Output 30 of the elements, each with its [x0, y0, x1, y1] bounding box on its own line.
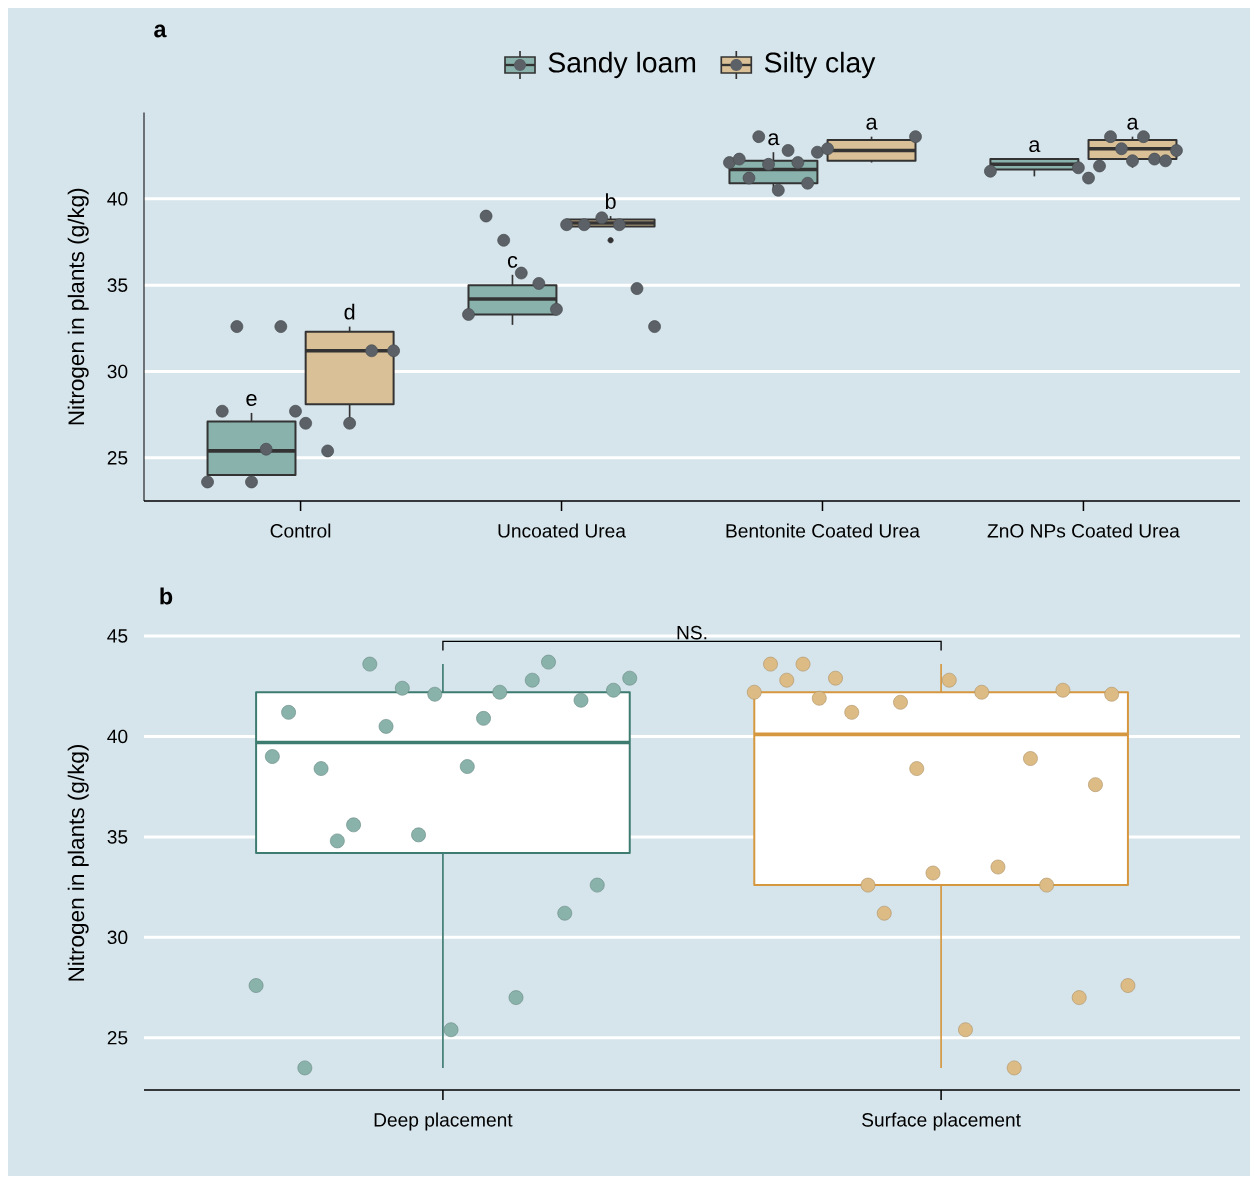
- annotation: e: [246, 394, 257, 406]
- y-tick-label: 25: [107, 1030, 128, 1045]
- x-tick-label: Bentonite Coated Urea: [726, 523, 920, 538]
- y-tick-label: 25: [107, 451, 128, 465]
- chart-title: b: [160, 587, 173, 605]
- y-tick-label: 35: [107, 830, 128, 844]
- y-axis-title: Nitrogen in plants (g/kg): [67, 188, 89, 425]
- y-tick-label: 45: [107, 629, 128, 643]
- annotation: a: [768, 133, 780, 146]
- legend-label: Sandy loam: [548, 51, 696, 79]
- y-tick-label: 40: [107, 192, 128, 206]
- annotation: a: [866, 117, 878, 130]
- annotation: a: [1127, 117, 1139, 130]
- annotation: d: [344, 303, 355, 320]
- x-tick-label: ZnO NPs Coated Urea: [987, 523, 1180, 538]
- y-tick-label: 30: [107, 930, 128, 945]
- x-tick-label: Control: [270, 523, 331, 538]
- y-tick-label: 40: [107, 729, 128, 744]
- annotation: c: [507, 255, 518, 268]
- x-tick-label: Deep placement: [374, 1112, 513, 1131]
- chart-title: a: [154, 24, 167, 38]
- annotation: b: [605, 193, 616, 210]
- annotation: a: [1029, 140, 1041, 153]
- x-tick-label: Uncoated Urea: [498, 523, 626, 538]
- y-axis-title: Nitrogen in plants (g/kg): [67, 745, 89, 981]
- legend-label: Silty clay: [764, 51, 876, 79]
- annotation: NS.: [677, 625, 707, 640]
- y-tick-label: 30: [107, 364, 128, 379]
- x-tick-label: Surface placement: [862, 1112, 1021, 1131]
- y-tick-label: 35: [107, 278, 128, 292]
